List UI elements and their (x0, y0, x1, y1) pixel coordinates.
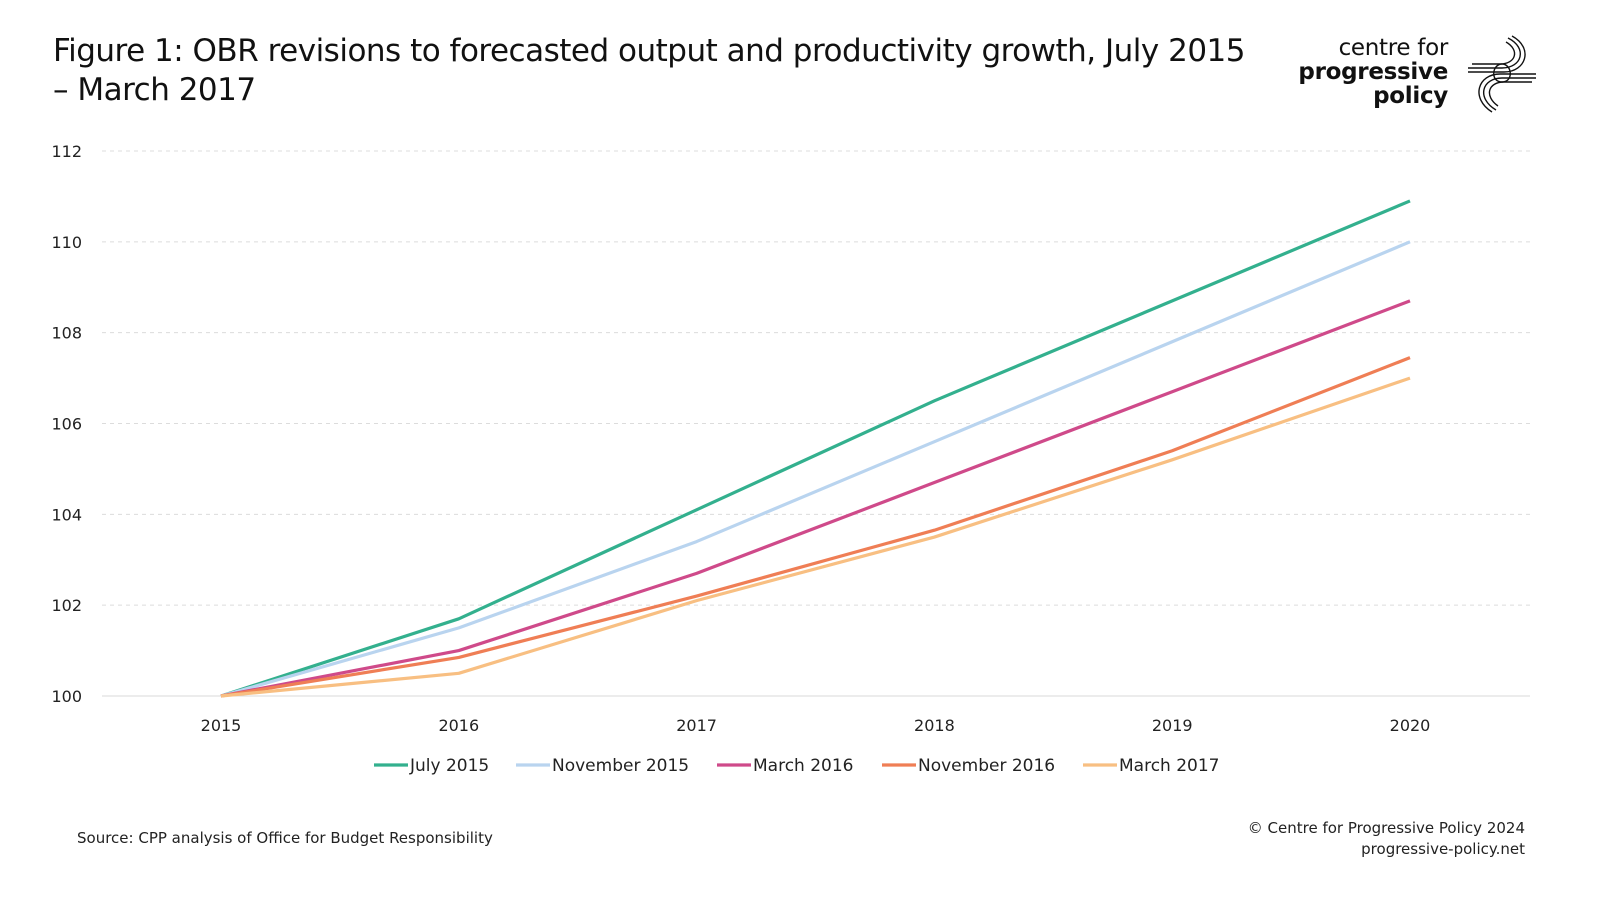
series-line-march-2016 (220, 299, 1411, 698)
legend-label: November 2015 (552, 756, 689, 776)
y-tick-label: 100 (51, 687, 82, 706)
line-chart: 100 102 104 106 108 110 112 2015 2016 2017 2018 20… (51, 142, 1530, 776)
x-tick-label: 2020 (1390, 716, 1431, 735)
copyright: © Centre for Progressive Policy 2024 (1247, 819, 1525, 837)
x-tick-label: 2019 (1152, 716, 1193, 735)
y-tick-label: 102 (51, 596, 82, 615)
x-tick-label: 2018 (914, 716, 955, 735)
logo-line-1: centre for (1338, 35, 1449, 61)
logo-line-2: progressive (1298, 59, 1448, 85)
series-line-november-2015 (220, 240, 1411, 698)
x-tick-label: 2017 (676, 716, 717, 735)
x-tick-label: 2016 (438, 716, 479, 735)
swirl-logo-icon (1468, 35, 1536, 113)
source-note: Source: CPP analysis of Office for Budge… (77, 829, 493, 847)
logo-line-3: policy (1373, 83, 1448, 109)
legend-label: July 2015 (409, 756, 489, 776)
series-line-march-2017 (220, 376, 1411, 698)
legend-label: March 2017 (1119, 756, 1220, 776)
credit: © Centre for Progressive Policy 2024 pro… (1248, 818, 1525, 860)
y-tick-label: 112 (51, 142, 82, 161)
series-line-november-2016 (220, 356, 1411, 698)
series-line-july-2015 (220, 199, 1411, 698)
legend-label: November 2016 (918, 756, 1055, 776)
website-link[interactable]: progressive-policy.net (1361, 840, 1525, 858)
y-tick-label: 104 (51, 505, 82, 524)
chart-title: Figure 1: OBR revisions to forecasted ou… (53, 33, 1246, 108)
y-tick-label: 106 (51, 415, 82, 434)
y-tick-label: 108 (51, 324, 82, 343)
x-tick-label: 2015 (201, 716, 242, 735)
legend-label: March 2016 (753, 756, 854, 776)
y-tick-label: 110 (51, 233, 82, 252)
cpp-logo: centre for progressive policy (1298, 34, 1550, 118)
